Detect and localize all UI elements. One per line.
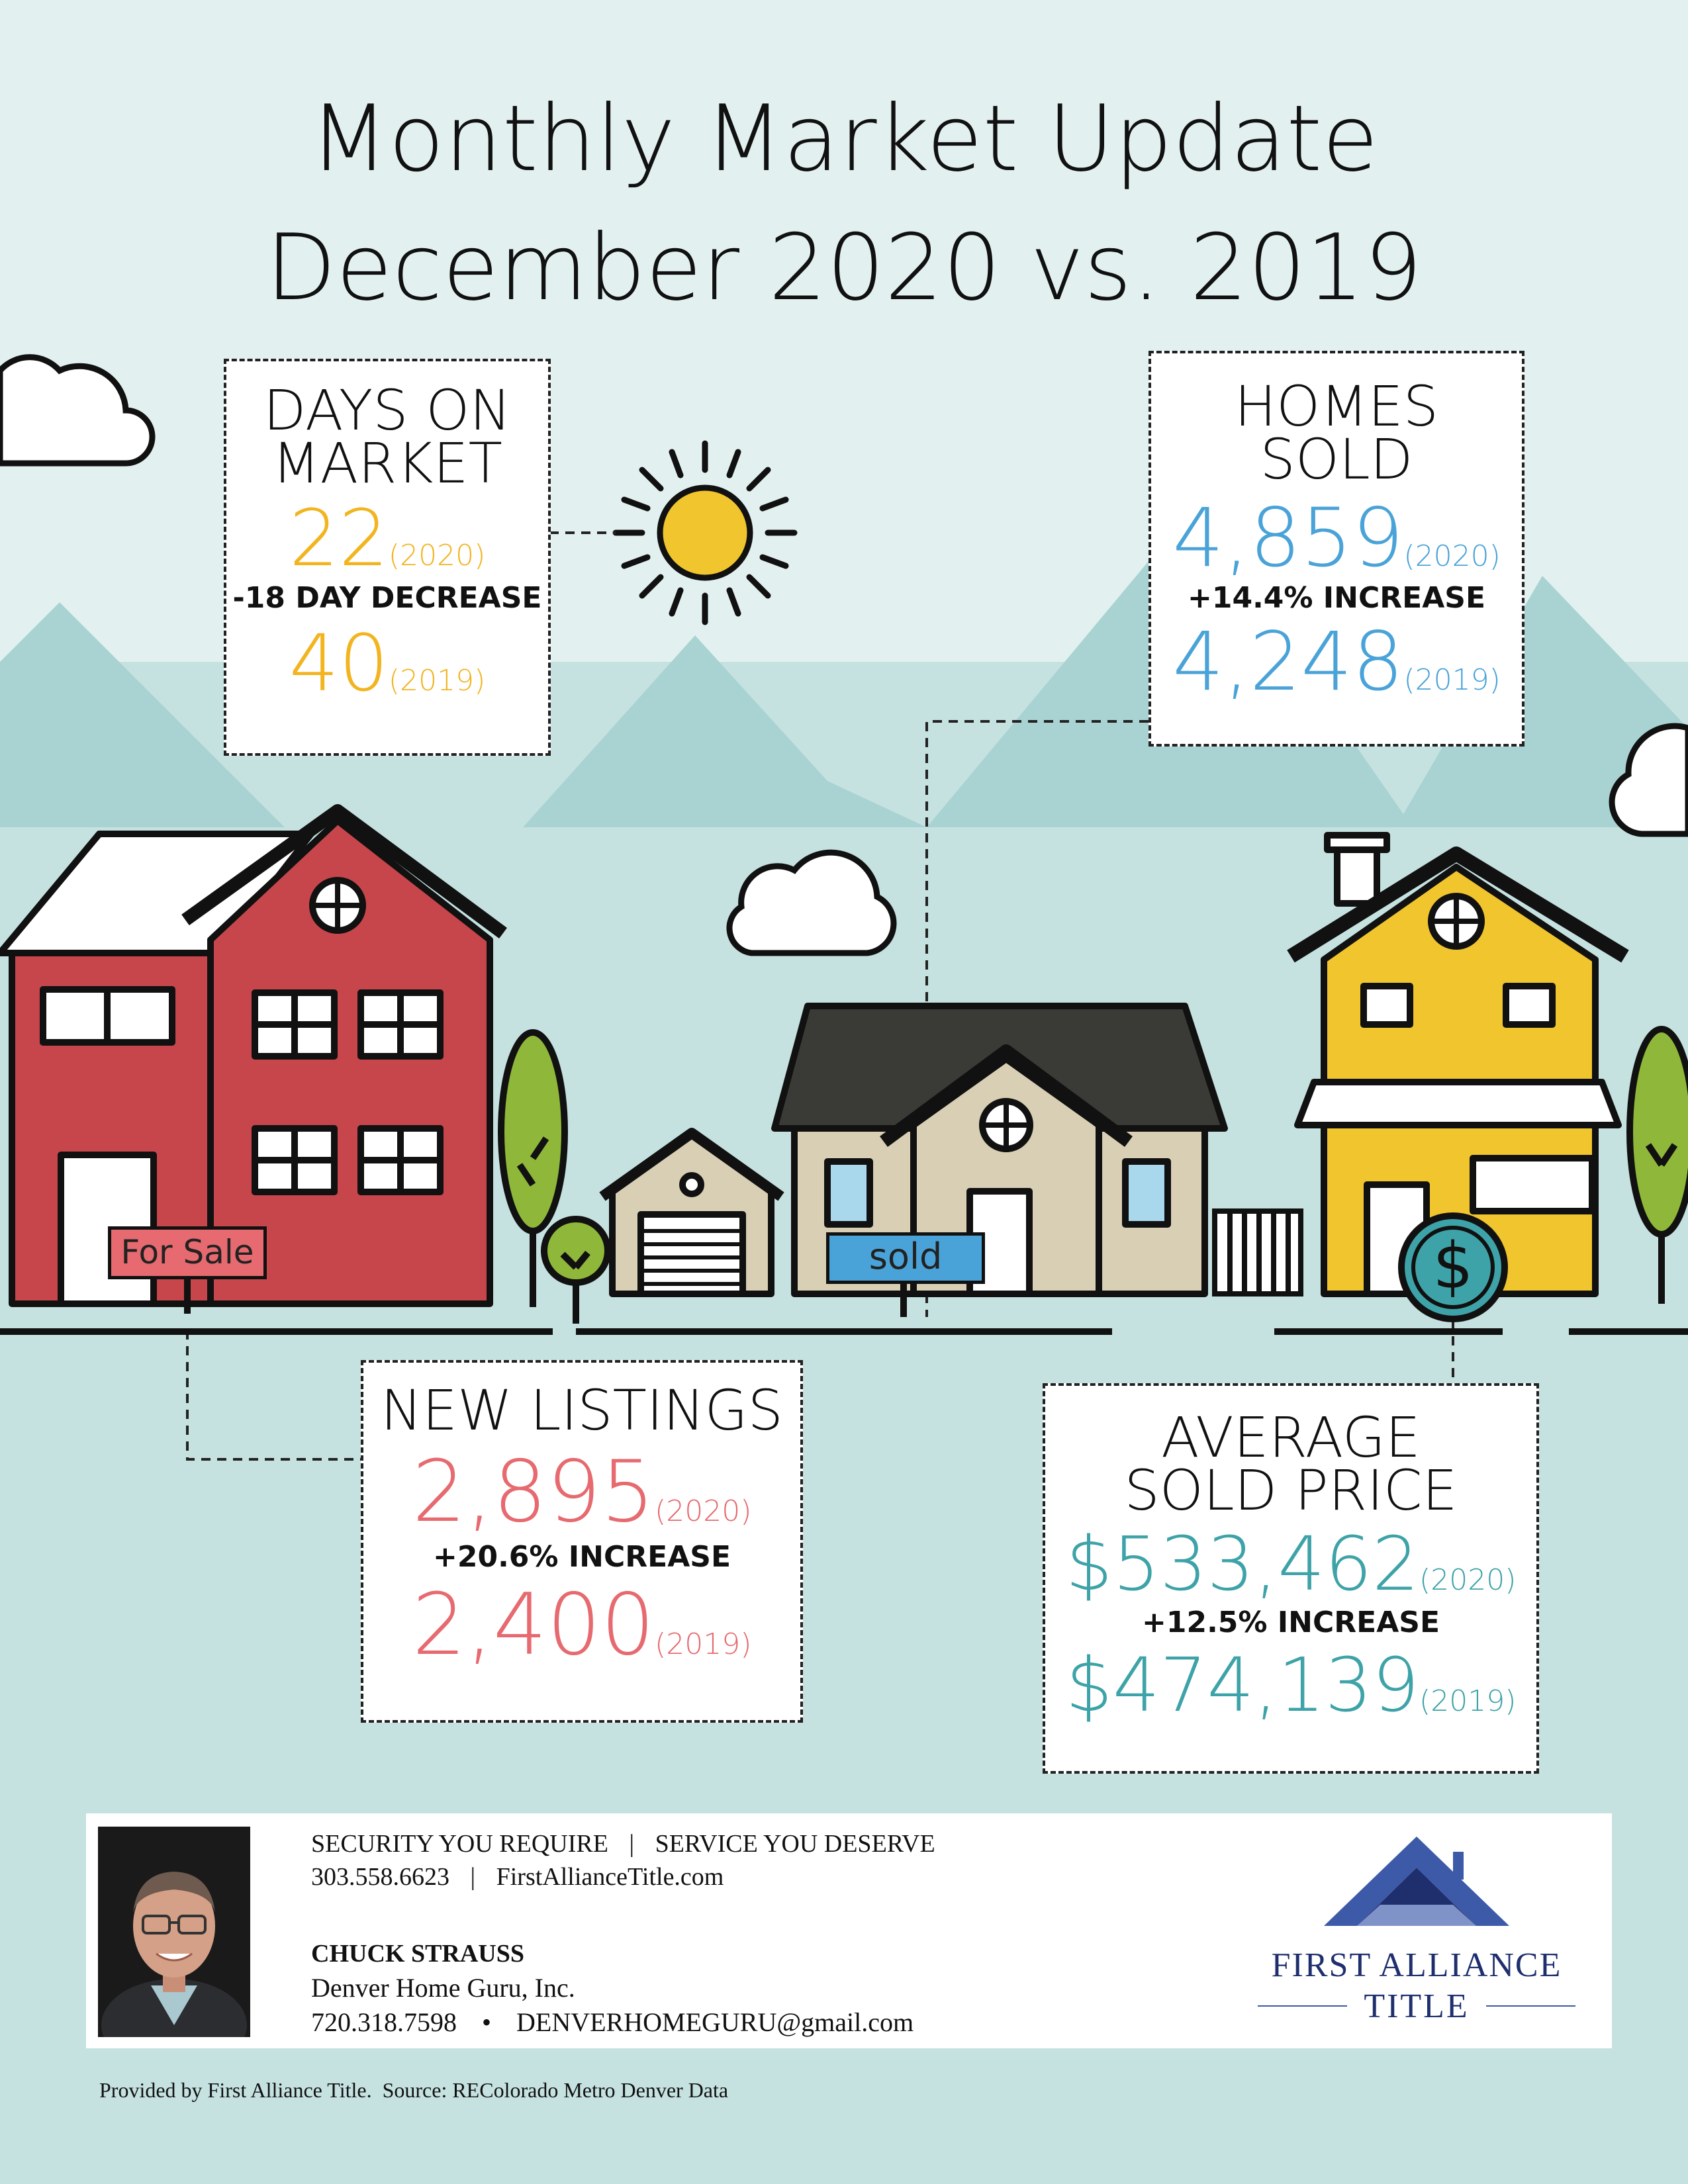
dollar-coin-icon bbox=[1398, 1212, 1508, 1322]
office-phone[interactable]: 303.558.6623 bbox=[311, 1863, 449, 1891]
average-sold-price-heading-2: SOLD PRICE bbox=[1124, 1458, 1458, 1523]
garage-icon bbox=[599, 1128, 784, 1297]
homes-sold-heading-1: HOMES bbox=[1234, 374, 1439, 439]
agent-company: Denver Home Guru, Inc. bbox=[311, 1973, 575, 2003]
connector-lines bbox=[186, 531, 1454, 1461]
company-logo-name: FIRST ALLIANCE bbox=[1271, 1946, 1562, 1984]
page-title-line-2: December 2020 vs. 2019 bbox=[265, 214, 1423, 321]
homes-sold-box: HOMES SOLD 4,859(2020) +14.4% INCREASE 4… bbox=[1149, 351, 1524, 747]
average-sold-price-box: AVERAGE SOLD PRICE $533,462(2020) +12.5%… bbox=[1043, 1383, 1539, 1774]
cloud-icon bbox=[726, 849, 897, 956]
new-listings-2019-label: (2019) bbox=[655, 1627, 752, 1661]
homes-sold-2020-label: (2020) bbox=[1403, 539, 1501, 573]
homes-sold-heading-2: SOLD bbox=[1260, 427, 1413, 492]
homes-sold-2019-label: (2019) bbox=[1403, 663, 1501, 697]
days-on-market-heading-2: MARKET bbox=[272, 431, 502, 496]
footer-card: SECURITY YOU REQUIRE | SERVICE YOU DESER… bbox=[86, 1813, 1612, 2048]
tree-icon bbox=[541, 1216, 611, 1324]
cloud-icon bbox=[1609, 723, 1688, 837]
new-listings-2019-value: 2,400 bbox=[412, 1576, 655, 1674]
average-sold-price-heading-1: AVERAGE bbox=[1161, 1405, 1421, 1470]
page-title-line-1: Monthly Market Update bbox=[309, 85, 1379, 192]
days-on-market-2019-value: 40 bbox=[289, 617, 389, 709]
avatar bbox=[98, 1827, 250, 2037]
tagline-separator: | bbox=[629, 1830, 635, 1858]
new-listings-box: NEW LISTINGS 2,895(2020) +20.6% INCREASE… bbox=[361, 1360, 803, 1723]
fence bbox=[1212, 1208, 1303, 1297]
days-on-market-2020-label: (2020) bbox=[388, 539, 486, 572]
days-on-market-change: -18 DAY DECREASE bbox=[232, 581, 542, 615]
tree-icon bbox=[1626, 1026, 1688, 1304]
company-logo-icon bbox=[1324, 1837, 1509, 1926]
agent-email[interactable]: DENVERHOMEGURU@gmail.com bbox=[516, 2007, 914, 2037]
agent-separator: • bbox=[482, 2007, 492, 2037]
sun-icon bbox=[612, 440, 798, 625]
sold-sign: sold bbox=[826, 1232, 985, 1284]
average-sold-price-2020-label: (2020) bbox=[1419, 1563, 1517, 1597]
new-listings-2020-label: (2020) bbox=[655, 1494, 752, 1528]
homes-sold-2020-value: 4,859 bbox=[1172, 491, 1404, 585]
for-sale-sign: For Sale bbox=[108, 1226, 267, 1279]
house-icon bbox=[1287, 832, 1629, 1297]
cloud-icon bbox=[0, 354, 156, 467]
company-logo-subtitle: TITLE bbox=[1347, 1987, 1486, 2026]
agent-phone[interactable]: 720.318.7598 bbox=[311, 2007, 457, 2037]
contact-separator: | bbox=[470, 1863, 476, 1891]
new-listings-heading: NEW LISTINGS bbox=[381, 1378, 783, 1443]
website-link[interactable]: FirstAllianceTitle.com bbox=[496, 1863, 724, 1891]
agent-name: CHUCK STRAUSS bbox=[311, 1940, 525, 1968]
new-listings-change: +20.6% INCREASE bbox=[432, 1540, 731, 1574]
tagline-security: SECURITY YOU REQUIRE bbox=[311, 1830, 608, 1858]
days-on-market-2020-value: 22 bbox=[289, 492, 389, 584]
average-sold-price-2019-label: (2019) bbox=[1419, 1684, 1517, 1718]
average-sold-price-change: +12.5% INCREASE bbox=[1141, 1606, 1440, 1639]
days-on-market-heading-1: DAYS ON bbox=[263, 378, 512, 443]
homes-sold-change: +14.4% INCREASE bbox=[1187, 581, 1486, 615]
source-note: Provided by First Alliance Title. Source… bbox=[99, 2078, 729, 2102]
average-sold-price-2020-value: $533,462 bbox=[1065, 1522, 1420, 1608]
tagline-service: SERVICE YOU DESERVE bbox=[655, 1830, 935, 1858]
tree-icon bbox=[498, 1029, 568, 1307]
days-on-market-box: DAYS ON MARKET 22(2020) -18 DAY DECREASE… bbox=[224, 359, 551, 756]
dollar-sign: $ bbox=[1432, 1229, 1474, 1303]
homes-sold-2019-value: 4,248 bbox=[1172, 615, 1404, 709]
average-sold-price-2019-value: $474,139 bbox=[1065, 1643, 1420, 1729]
new-listings-2020-value: 2,895 bbox=[412, 1443, 655, 1541]
days-on-market-2019-label: (2019) bbox=[388, 664, 486, 698]
